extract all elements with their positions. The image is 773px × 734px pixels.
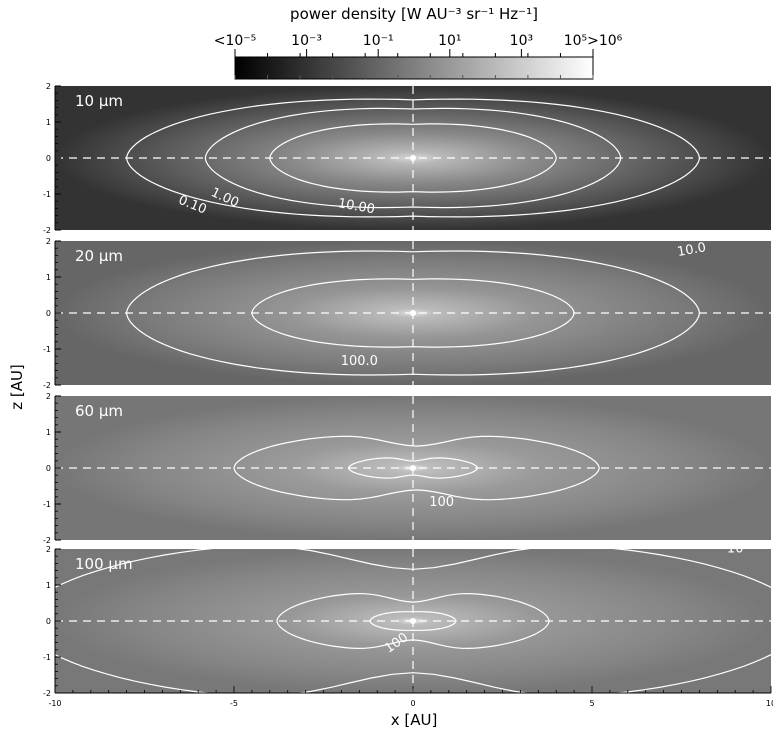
- z-tick-label: 0: [46, 464, 51, 473]
- x-axis: -10 -5 0 5 10: [48, 686, 773, 708]
- central-source: [410, 310, 416, 316]
- z-tick-label: 2: [46, 392, 51, 401]
- central-source: [410, 155, 416, 161]
- x-tick-label: 0: [410, 699, 415, 708]
- z-tick-label: 2: [46, 82, 51, 91]
- contour-line: [348, 457, 478, 479]
- z-tick-label: -1: [43, 500, 51, 509]
- colorbar-tick-label: 10³: [510, 33, 533, 49]
- contour-label: 10.00: [337, 196, 376, 217]
- colorbar-tick-label: 10¹: [438, 33, 461, 49]
- colorbar: power density [W AU⁻³ sr⁻¹ Hz⁻¹] <10⁻⁵ 10…: [214, 5, 623, 80]
- colorbar-tick-label: 10⁵>10⁶: [564, 33, 623, 49]
- contour-label: 100.0: [341, 354, 378, 369]
- contour-line: [276, 592, 550, 650]
- z-tick-label: 1: [46, 118, 51, 127]
- panel-wavelength-label: 20 μm: [75, 247, 123, 265]
- panel-wavelength-label: 100 μm: [75, 555, 133, 573]
- z-tick-label: -1: [43, 190, 51, 199]
- z-tick-label: -2: [43, 381, 51, 390]
- colorbar-tick-label: 10⁻³: [291, 33, 322, 49]
- contour-label: 100: [429, 495, 454, 510]
- x-axis-label: x [AU]: [391, 711, 438, 729]
- z-tick-label: 0: [46, 309, 51, 318]
- z-tick-label: 2: [46, 545, 51, 554]
- z-tick-label: 0: [46, 154, 51, 163]
- contour-line: [233, 435, 600, 501]
- z-tick-label: -1: [43, 345, 51, 354]
- x-tick-label: 5: [589, 699, 594, 708]
- panel-wavelength-label: 60 μm: [75, 402, 123, 420]
- contour-label: 10.0: [676, 240, 707, 260]
- colorbar-tick-label: <10⁻⁵: [214, 33, 257, 49]
- contour-line: [204, 107, 622, 209]
- y-axis-label: z [AU]: [8, 364, 26, 410]
- z-tick-label: 1: [46, 428, 51, 437]
- colorbar-gradient: [234, 56, 594, 80]
- x-tick-label: -5: [230, 699, 238, 708]
- panel-2: 10.0 100.0 20 μm -2 -1 0 1 2: [43, 237, 771, 390]
- panel-wavelength-label: 10 μm: [75, 92, 123, 110]
- z-tick-label: 0: [46, 617, 51, 626]
- colorbar-tick-label: 10⁻¹: [363, 33, 394, 49]
- z-tick-label: 2: [46, 237, 51, 246]
- central-source: [410, 465, 416, 471]
- x-tick-label: -10: [48, 699, 61, 708]
- panel-3: 100 60 μm -2 -1 0 1 2: [43, 392, 771, 545]
- z-tick-label: 1: [46, 581, 51, 590]
- z-tick-label: -2: [43, 226, 51, 235]
- z-tick-label: -2: [43, 536, 51, 545]
- central-source: [410, 618, 416, 624]
- z-tick-label: 1: [46, 273, 51, 282]
- colorbar-title: power density [W AU⁻³ sr⁻¹ Hz⁻¹]: [290, 5, 538, 23]
- x-tick-label: 10: [766, 699, 773, 708]
- contour-label: 10: [727, 542, 744, 557]
- z-tick-label: -2: [43, 689, 51, 698]
- colorbar-ticks: <10⁻⁵ 10⁻³ 10⁻¹ 10¹ 10³ 10⁵>10⁶: [214, 33, 623, 79]
- z-tick-label: -1: [43, 653, 51, 662]
